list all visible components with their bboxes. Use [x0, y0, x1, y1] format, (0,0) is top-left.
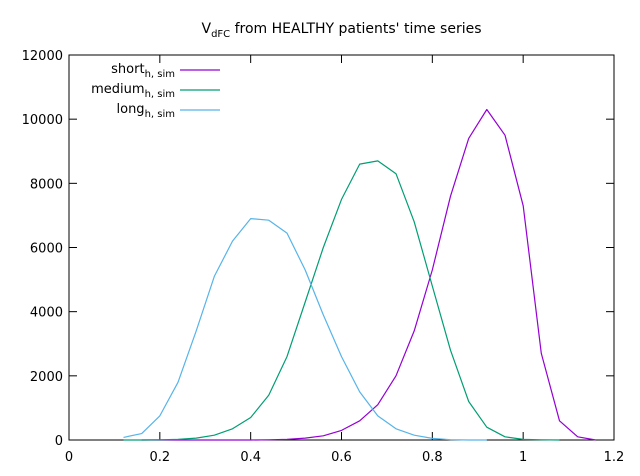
series-line-medium	[123, 160, 560, 441]
legend-label-base: medium	[91, 82, 144, 97]
legend-label-short: shorth, sim	[111, 62, 175, 80]
y-tick-label: 0	[55, 434, 63, 449]
chart-title-base: V	[201, 21, 211, 37]
chart-title-rest: from HEALTHY patients' time series	[230, 21, 481, 37]
legend-label-subscript: h, sim	[145, 69, 175, 80]
y-tick-label: 8000	[30, 177, 63, 192]
x-tick-label: 0.4	[240, 450, 261, 465]
legend-label-base: short	[111, 62, 144, 77]
legend-label-subscript: h, sim	[145, 109, 175, 120]
plot-area: 0 0.2 0.4 0.6 0.8 1 1.2 0 2000 4000 6000 8000 10000 1…	[22, 49, 625, 465]
y-tick-label: 2000	[30, 370, 63, 385]
y-tick-label: 4000	[30, 306, 63, 321]
x-tick-label: 0.8	[422, 450, 443, 465]
x-tick-label: 0	[65, 450, 73, 465]
series-line-long	[123, 218, 487, 441]
y-tick-label: 6000	[30, 242, 63, 257]
x-tick-label: 0.6	[331, 450, 352, 465]
legend-label-base: long	[117, 102, 145, 117]
x-tick-label: 0.2	[149, 450, 170, 465]
series-line-short	[141, 108, 596, 441]
legend-label-long: longh, sim	[117, 102, 176, 120]
y-tick-label: 12000	[22, 49, 63, 64]
chart-title-subscript: dFC	[211, 29, 230, 40]
legend-label-subscript: h, sim	[145, 89, 175, 100]
legend-label-medium: mediumh, sim	[91, 82, 175, 100]
chart-title: VdFC from HEALTHY patients' time series	[201, 21, 481, 40]
y-tick-label: 10000	[22, 113, 63, 128]
x-tick-label: 1.2	[604, 450, 625, 465]
x-tick-label: 1	[519, 450, 527, 465]
